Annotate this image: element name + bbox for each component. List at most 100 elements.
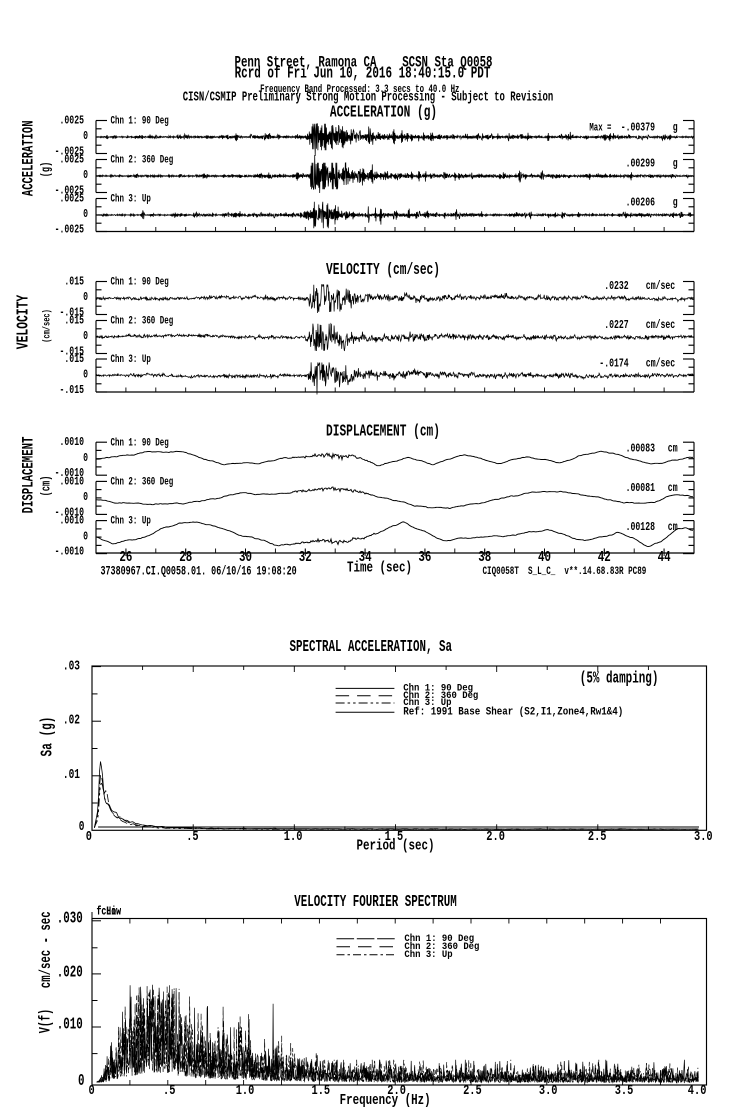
svg-text:.0010: .0010	[60, 475, 85, 489]
svg-text:g: g	[673, 121, 678, 135]
svg-text:32: 32	[299, 548, 312, 565]
svg-text:.020: .020	[57, 965, 83, 983]
svg-text:Period (sec): Period (sec)	[357, 837, 435, 854]
svg-text:0: 0	[79, 818, 85, 834]
svg-text:2.5: 2.5	[463, 1083, 482, 1099]
svg-text:cm/sec: cm/sec	[646, 357, 675, 371]
svg-text:Chn 3: Up: Chn 3: Up	[111, 353, 152, 366]
svg-text:.015: .015	[64, 314, 84, 328]
svg-text:.030: .030	[57, 911, 83, 929]
svg-text:34: 34	[359, 548, 372, 565]
svg-text:(g): (g)	[40, 162, 54, 178]
svg-text:3.5: 3.5	[615, 1083, 634, 1099]
svg-text:28: 28	[179, 548, 192, 565]
svg-text:2.0: 2.0	[486, 829, 505, 845]
svg-text:0: 0	[83, 330, 88, 344]
svg-text:.010: .010	[57, 1017, 83, 1035]
svg-text:Chn 1: 90 Deg: Chn 1: 90 Deg	[404, 932, 474, 944]
svg-text:CIQ0058T S_L_C_ v**.14.68.83: CIQ0058T S_L_C_ v**.14.68.83R PC89	[483, 565, 647, 578]
svg-text:.5: .5	[186, 829, 198, 845]
svg-text:0: 0	[83, 130, 88, 144]
svg-text:0: 0	[83, 451, 88, 465]
svg-text:.02: .02	[63, 712, 80, 728]
svg-text:g: g	[673, 157, 678, 171]
svg-text:.01: .01	[63, 766, 80, 782]
svg-text:cm: cm	[668, 521, 678, 535]
svg-text:Chn 1: 90 Deg: Chn 1: 90 Deg	[111, 436, 169, 449]
svg-text:.0232: .0232	[604, 279, 629, 293]
svg-text:Ref: 1991 Base Shear (S2,I1,Zo: Ref: 1991 Base Shear (S2,I1,Zone4,Rw1&4)	[403, 706, 623, 719]
svg-text:2.0: 2.0	[387, 1083, 406, 1099]
svg-text:.0025: .0025	[60, 153, 85, 167]
svg-text:.015: .015	[64, 353, 84, 367]
svg-text:Chn 1: 90 Deg: Chn 1: 90 Deg	[403, 682, 473, 694]
svg-text:.00128: .00128	[626, 521, 655, 535]
svg-text:-.0025: -.0025	[55, 223, 84, 237]
svg-text:cm/sec: cm/sec	[646, 318, 675, 332]
svg-text:1.5: 1.5	[312, 1083, 331, 1099]
svg-text:0: 0	[83, 368, 88, 382]
svg-text:.03: .03	[63, 658, 80, 674]
svg-text:Chn 2: 360 Deg: Chn 2: 360 Deg	[404, 940, 479, 952]
svg-text:.00081: .00081	[626, 481, 655, 495]
svg-text:2.5: 2.5	[588, 829, 607, 845]
svg-text:DISPLACEMENT (cm): DISPLACEMENT (cm)	[326, 423, 440, 442]
svg-text:cm: cm	[668, 442, 678, 456]
svg-text:3.0: 3.0	[694, 829, 713, 845]
svg-text:Chn 1: 90 Deg: Chn 1: 90 Deg	[111, 275, 169, 288]
svg-text:DISPLACEMENT: DISPLACEMENT	[21, 437, 39, 514]
svg-text:(5% damping): (5% damping)	[580, 670, 659, 689]
svg-text:Sa (g): Sa (g)	[39, 717, 58, 757]
svg-text:cm/sec - sec: cm/sec - sec	[38, 911, 56, 988]
svg-text:.00206: .00206	[626, 196, 655, 210]
svg-text:.015: .015	[64, 275, 84, 289]
svg-text:Chn 2: 360 Deg: Chn 2: 360 Deg	[111, 314, 174, 327]
svg-text:.0025: .0025	[60, 192, 85, 206]
svg-text:-.0174: -.0174	[599, 357, 628, 371]
svg-text:38: 38	[478, 548, 491, 565]
svg-text:Frequency Band Processed: 3.3: Frequency Band Processed: 3.3 secs to 40…	[260, 82, 459, 95]
svg-text:4.0: 4.0	[688, 1083, 707, 1099]
svg-text:0: 0	[78, 1073, 85, 1091]
svg-text:(cm): (cm)	[40, 476, 54, 497]
svg-text:CISN/CSMIP Preliminary Strong: CISN/CSMIP Preliminary Strong Motion Pro…	[183, 91, 554, 105]
svg-text:.0025: .0025	[60, 114, 85, 128]
svg-text:Chn 2: 360 Deg: Chn 2: 360 Deg	[111, 475, 174, 488]
svg-text:-.0010: -.0010	[55, 506, 84, 520]
svg-text:-.0025: -.0025	[55, 184, 84, 198]
svg-text:Chn 2: 360 Deg: Chn 2: 360 Deg	[403, 689, 478, 701]
svg-text:-.015: -.015	[60, 306, 85, 320]
svg-text:Chn 1: 90 Deg: Chn 1: 90 Deg	[111, 114, 169, 127]
svg-text:V(f): V(f)	[37, 1009, 55, 1033]
svg-text:Frequency (Hz): Frequency (Hz)	[340, 1092, 431, 1109]
svg-text:cm: cm	[668, 481, 678, 495]
svg-text:0: 0	[83, 208, 88, 222]
svg-text:0: 0	[83, 491, 88, 505]
svg-text:Chn 3: Up: Chn 3: Up	[111, 514, 152, 527]
svg-text:.0010: .0010	[60, 436, 85, 450]
svg-text:.0010: .0010	[60, 514, 85, 528]
svg-text:.0227: .0227	[604, 318, 629, 332]
svg-text:ACCELERATION (g): ACCELERATION (g)	[330, 103, 437, 122]
svg-text:Chn 3: Up: Chn 3: Up	[403, 697, 451, 709]
svg-text:0: 0	[83, 291, 88, 305]
svg-text:42: 42	[598, 548, 611, 565]
svg-text:VELOCITY (cm/sec): VELOCITY (cm/sec)	[326, 261, 440, 280]
svg-text:-.0010: -.0010	[55, 467, 84, 481]
svg-text:(cm/sec): (cm/sec)	[41, 309, 53, 343]
svg-text:1.0: 1.0	[236, 1083, 255, 1099]
svg-text:Chn 2: 360 Deg: Chn 2: 360 Deg	[111, 153, 174, 166]
svg-text:36: 36	[418, 548, 431, 565]
svg-text:-.0010: -.0010	[55, 545, 84, 559]
svg-text:0: 0	[89, 1083, 95, 1099]
svg-text:26: 26	[119, 548, 132, 565]
svg-text:40: 40	[538, 548, 551, 565]
svg-text:Chn 3: Up: Chn 3: Up	[404, 948, 452, 960]
svg-text:.00083: .00083	[626, 442, 655, 456]
svg-text:44: 44	[658, 548, 671, 565]
svg-text:Chn 3: Up: Chn 3: Up	[111, 192, 152, 205]
svg-text:.5: .5	[163, 1083, 175, 1099]
svg-text:-.00379: -.00379	[621, 121, 655, 135]
svg-text:37380967.CI.Q0058.01. 06/10/16: 37380967.CI.Q0058.01. 06/10/16 19:08:20	[101, 565, 297, 579]
svg-text:Penn Street, Ramona CA SCSN: Penn Street, Ramona CA SCSN Sta Q0058	[235, 55, 493, 73]
